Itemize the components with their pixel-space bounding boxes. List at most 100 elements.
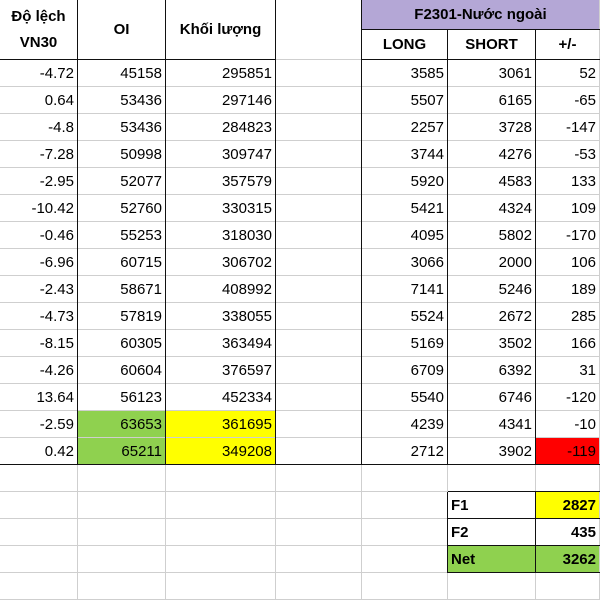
- cell-volume[interactable]: 338055: [166, 303, 276, 330]
- cell-short[interactable]: 4324: [448, 195, 536, 222]
- cell-oi[interactable]: 60604: [78, 357, 166, 384]
- empty-cell[interactable]: [276, 303, 362, 330]
- cell-oi[interactable]: 50998: [78, 141, 166, 168]
- empty-cell[interactable]: [276, 222, 362, 249]
- cell-long[interactable]: 3585: [362, 60, 448, 87]
- cell-deviation[interactable]: -4.8: [0, 114, 78, 141]
- cell-long[interactable]: 4095: [362, 222, 448, 249]
- empty-cell[interactable]: [276, 465, 362, 492]
- empty-cell[interactable]: [276, 276, 362, 303]
- empty-cell[interactable]: [448, 465, 536, 492]
- cell-volume[interactable]: 408992: [166, 276, 276, 303]
- header-f2301-foreign[interactable]: F2301-Nước ngoài: [362, 0, 600, 30]
- cell-volume[interactable]: 306702: [166, 249, 276, 276]
- empty-cell[interactable]: [536, 465, 600, 492]
- cell-net-change[interactable]: 166: [536, 330, 600, 357]
- empty-cell[interactable]: [78, 546, 166, 573]
- empty-cell[interactable]: [0, 465, 78, 492]
- cell-oi[interactable]: 65211: [78, 438, 166, 465]
- cell-oi[interactable]: 53436: [78, 114, 166, 141]
- cell-short[interactable]: 3728: [448, 114, 536, 141]
- cell-short[interactable]: 3061: [448, 60, 536, 87]
- empty-cell[interactable]: [362, 492, 448, 519]
- empty-cell[interactable]: [78, 465, 166, 492]
- empty-cell[interactable]: [0, 492, 78, 519]
- empty-cell[interactable]: [166, 465, 276, 492]
- empty-cell[interactable]: [0, 573, 78, 600]
- cell-net-change[interactable]: 189: [536, 276, 600, 303]
- cell-oi[interactable]: 45158: [78, 60, 166, 87]
- cell-oi[interactable]: 52760: [78, 195, 166, 222]
- cell-volume[interactable]: 376597: [166, 357, 276, 384]
- cell-short[interactable]: 6392: [448, 357, 536, 384]
- empty-cell[interactable]: [276, 87, 362, 114]
- empty-cell[interactable]: [276, 438, 362, 465]
- empty-cell[interactable]: [276, 411, 362, 438]
- cell-short[interactable]: 2000: [448, 249, 536, 276]
- header-net-change[interactable]: +/-: [536, 30, 600, 60]
- cell-short[interactable]: 6746: [448, 384, 536, 411]
- cell-deviation[interactable]: 0.64: [0, 87, 78, 114]
- cell-oi[interactable]: 56123: [78, 384, 166, 411]
- empty-cell[interactable]: [276, 195, 362, 222]
- cell-oi[interactable]: 55253: [78, 222, 166, 249]
- cell-long[interactable]: 3744: [362, 141, 448, 168]
- header-short[interactable]: SHORT: [448, 30, 536, 60]
- cell-volume[interactable]: 361695: [166, 411, 276, 438]
- summary-label-net[interactable]: Net: [448, 546, 536, 573]
- empty-cell[interactable]: [276, 168, 362, 195]
- empty-cell[interactable]: [276, 573, 362, 600]
- cell-deviation[interactable]: -8.15: [0, 330, 78, 357]
- cell-volume[interactable]: 452334: [166, 384, 276, 411]
- cell-volume[interactable]: 284823: [166, 114, 276, 141]
- cell-short[interactable]: 3502: [448, 330, 536, 357]
- cell-deviation[interactable]: -4.26: [0, 357, 78, 384]
- cell-deviation[interactable]: 0.42: [0, 438, 78, 465]
- empty-cell[interactable]: [276, 519, 362, 546]
- summary-label-f2[interactable]: F2: [448, 519, 536, 546]
- cell-deviation[interactable]: -0.46: [0, 222, 78, 249]
- cell-long[interactable]: 5540: [362, 384, 448, 411]
- cell-short[interactable]: 6165: [448, 87, 536, 114]
- cell-oi[interactable]: 60715: [78, 249, 166, 276]
- empty-cell[interactable]: [276, 0, 362, 60]
- cell-volume[interactable]: 330315: [166, 195, 276, 222]
- cell-deviation[interactable]: -2.95: [0, 168, 78, 195]
- cell-net-change[interactable]: -53: [536, 141, 600, 168]
- summary-value-net[interactable]: 3262: [536, 546, 600, 573]
- header-deviation-vn30[interactable]: Độ lệch VN30: [0, 0, 78, 60]
- empty-cell[interactable]: [276, 60, 362, 87]
- cell-oi[interactable]: 60305: [78, 330, 166, 357]
- empty-cell[interactable]: [276, 492, 362, 519]
- empty-cell[interactable]: [78, 519, 166, 546]
- cell-net-change[interactable]: -120: [536, 384, 600, 411]
- cell-oi[interactable]: 52077: [78, 168, 166, 195]
- cell-oi[interactable]: 58671: [78, 276, 166, 303]
- summary-value-f2[interactable]: 435: [536, 519, 600, 546]
- cell-volume[interactable]: 318030: [166, 222, 276, 249]
- empty-cell[interactable]: [276, 249, 362, 276]
- cell-net-change[interactable]: 133: [536, 168, 600, 195]
- cell-net-change[interactable]: 106: [536, 249, 600, 276]
- cell-long[interactable]: 5421: [362, 195, 448, 222]
- cell-net-change[interactable]: -170: [536, 222, 600, 249]
- cell-deviation[interactable]: -10.42: [0, 195, 78, 222]
- empty-cell[interactable]: [448, 573, 536, 600]
- cell-oi[interactable]: 57819: [78, 303, 166, 330]
- cell-oi[interactable]: 53436: [78, 87, 166, 114]
- cell-volume[interactable]: 357579: [166, 168, 276, 195]
- cell-deviation[interactable]: -6.96: [0, 249, 78, 276]
- empty-cell[interactable]: [276, 546, 362, 573]
- cell-long[interactable]: 5507: [362, 87, 448, 114]
- cell-net-change[interactable]: 285: [536, 303, 600, 330]
- summary-label-f1[interactable]: F1: [448, 492, 536, 519]
- empty-cell[interactable]: [362, 546, 448, 573]
- empty-cell[interactable]: [166, 546, 276, 573]
- cell-volume[interactable]: 363494: [166, 330, 276, 357]
- cell-deviation[interactable]: -2.59: [0, 411, 78, 438]
- cell-long[interactable]: 3066: [362, 249, 448, 276]
- empty-cell[interactable]: [536, 573, 600, 600]
- empty-cell[interactable]: [276, 357, 362, 384]
- cell-net-change[interactable]: -147: [536, 114, 600, 141]
- cell-deviation[interactable]: -2.43: [0, 276, 78, 303]
